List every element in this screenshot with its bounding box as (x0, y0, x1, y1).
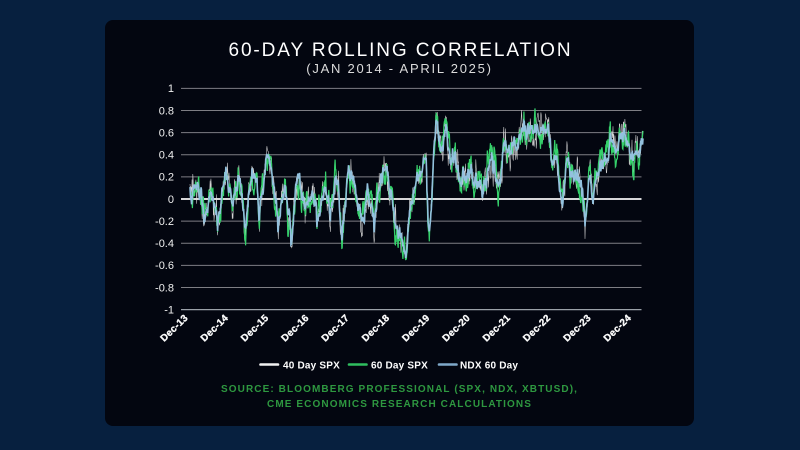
svg-text:Dec-18: Dec-18 (360, 313, 392, 345)
svg-text:Dec-24: Dec-24 (602, 313, 634, 345)
svg-text:1: 1 (168, 83, 174, 95)
svg-text:0.6: 0.6 (159, 127, 174, 139)
svg-text:Dec-15: Dec-15 (239, 313, 271, 345)
svg-text:Dec-22: Dec-22 (521, 313, 553, 345)
svg-text:0.4: 0.4 (159, 150, 174, 162)
svg-text:40 Day SPX: 40 Day SPX (283, 361, 340, 372)
svg-text:-0.8: -0.8 (155, 282, 174, 294)
svg-text:-0.2: -0.2 (155, 216, 174, 228)
svg-text:Dec-17: Dec-17 (320, 313, 352, 345)
svg-text:Dec-19: Dec-19 (400, 313, 432, 345)
svg-text:Dec-20: Dec-20 (441, 313, 473, 345)
svg-text:-1: -1 (164, 304, 174, 316)
svg-text:Dec-16: Dec-16 (279, 313, 311, 345)
svg-text:-0.4: -0.4 (155, 238, 174, 250)
svg-text:NDX 60 Day: NDX 60 Day (460, 361, 518, 372)
svg-text:0.8: 0.8 (159, 105, 174, 117)
svg-text:Dec-21: Dec-21 (481, 313, 513, 345)
svg-text:0: 0 (168, 194, 174, 206)
svg-text:-0.6: -0.6 (155, 260, 174, 272)
svg-text:Dec-23: Dec-23 (562, 313, 594, 345)
svg-text:60 Day SPX: 60 Day SPX (371, 361, 428, 372)
svg-text:0.2: 0.2 (159, 172, 174, 184)
svg-text:Dec-14: Dec-14 (199, 313, 231, 345)
svg-text:Dec-13: Dec-13 (159, 313, 191, 345)
